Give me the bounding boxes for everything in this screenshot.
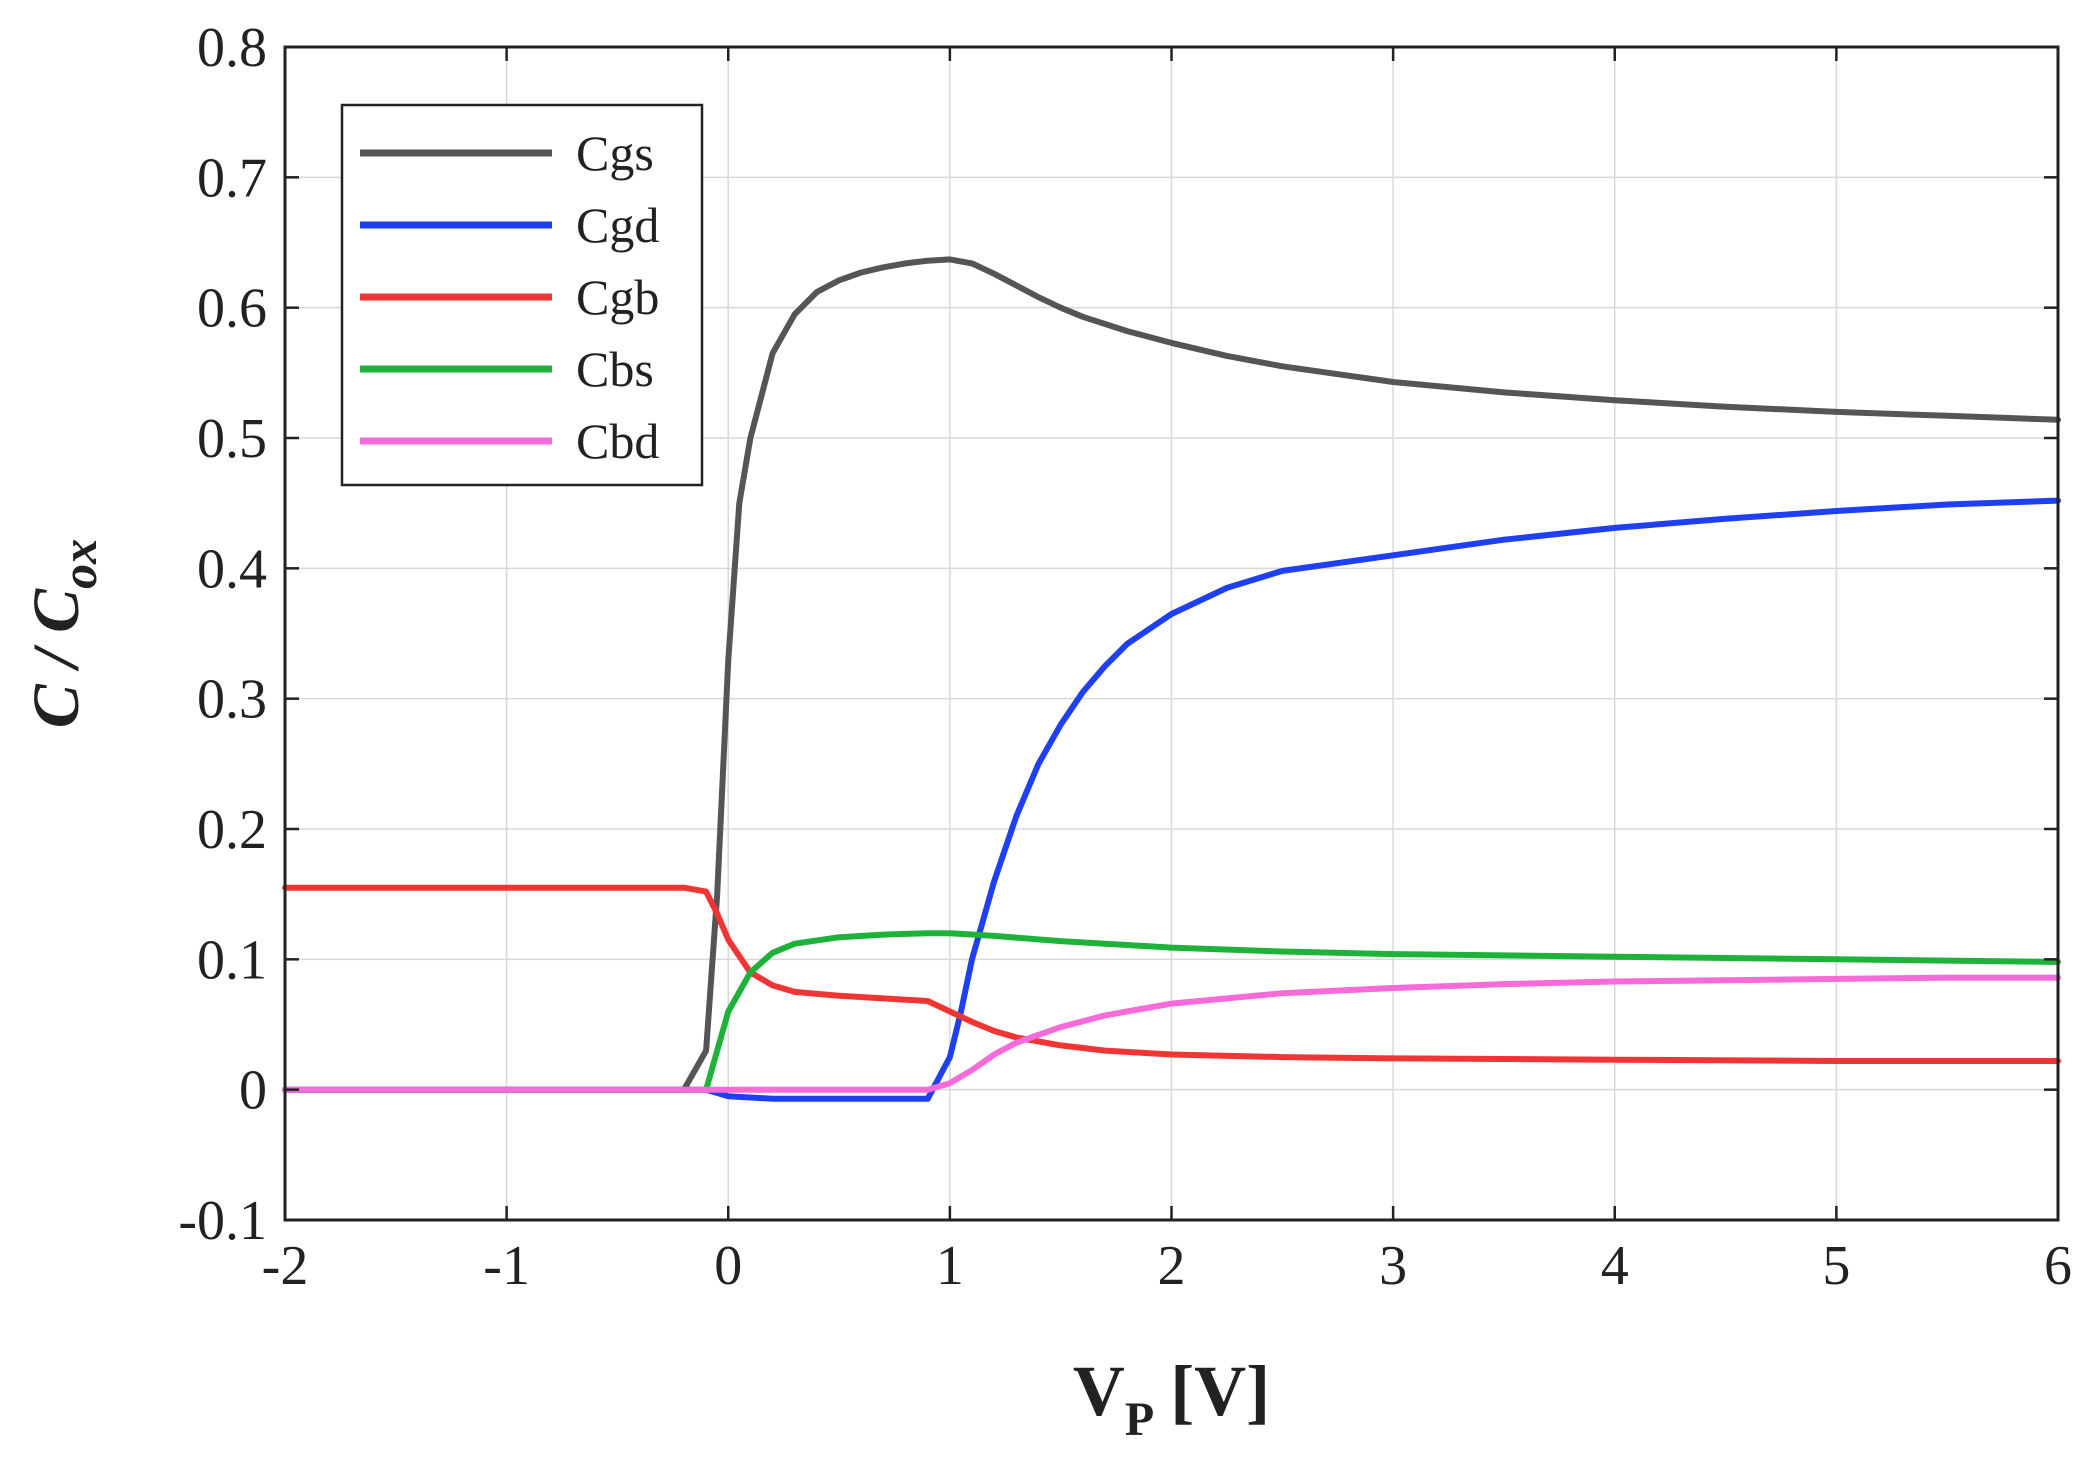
legend-item-cgd: Cgd	[360, 197, 659, 253]
series-line-cbs	[282, 930, 2061, 1093]
y-tick-label: 0.4	[197, 538, 267, 600]
legend-item-cgb: Cgb	[360, 269, 659, 325]
y-tick-label: 0.7	[197, 147, 267, 209]
legend-item-cgs: Cgs	[360, 125, 654, 181]
legend-label: Cbd	[576, 413, 659, 469]
y-tick-label: -0.1	[178, 1190, 267, 1252]
legend-item-cbs: Cbs	[360, 341, 654, 397]
y-tick-label: 0	[239, 1060, 267, 1122]
y-axis-title-sub: ox	[51, 539, 107, 589]
x-tick-label: -1	[483, 1235, 530, 1297]
series-line-cgd	[282, 497, 2061, 1102]
axis-ticks: -2 -1 0 1 2 3 4 5 6 -0.1 0 0.1 0.2 0.3 0.4 0.5 0.6 0.7 0.8	[178, 17, 2072, 1297]
x-tick-label: 5	[1822, 1235, 1850, 1297]
legend-label: Cgs	[576, 125, 654, 181]
x-tick-label: -2	[262, 1235, 309, 1297]
y-tick-label: 0.3	[197, 669, 267, 731]
legend-item-cbd: Cbd	[360, 413, 659, 469]
y-tick-label: 0.8	[197, 17, 267, 79]
y-tick-label: 0.5	[197, 408, 267, 470]
x-tick-label: 4	[1601, 1235, 1629, 1297]
legend-label: Cgd	[576, 197, 659, 253]
series-line-cbd	[282, 974, 2061, 1093]
y-tick-label: 0.2	[197, 799, 267, 861]
series-lines	[282, 256, 2061, 1102]
y-tick-label: 0.6	[197, 278, 267, 340]
legend: Cgs Cgd Cgb Cbs Cbd	[340, 103, 704, 487]
x-tick-label: 1	[936, 1235, 964, 1297]
x-axis-title-main: V	[1073, 1351, 1125, 1431]
x-axis-title-sub: P	[1125, 1393, 1154, 1446]
legend-label: Cgb	[576, 269, 659, 325]
x-tick-label: 0	[714, 1235, 742, 1297]
x-axis-title-unit: [V]	[1170, 1351, 1270, 1431]
y-tick-label: 0.1	[197, 929, 267, 991]
series-line-cgb	[282, 884, 2061, 1064]
legend-label: Cbs	[576, 341, 654, 397]
y-axis-title: C / Cox	[20, 539, 107, 728]
x-tick-label: 2	[1158, 1235, 1186, 1297]
x-tick-label: 3	[1379, 1235, 1407, 1297]
x-tick-label: 6	[2044, 1235, 2072, 1297]
series-line-cgs	[282, 256, 2061, 1093]
x-axis-title: VP [V]	[1073, 1351, 1270, 1446]
y-axis-title-main: C / C	[20, 588, 93, 728]
